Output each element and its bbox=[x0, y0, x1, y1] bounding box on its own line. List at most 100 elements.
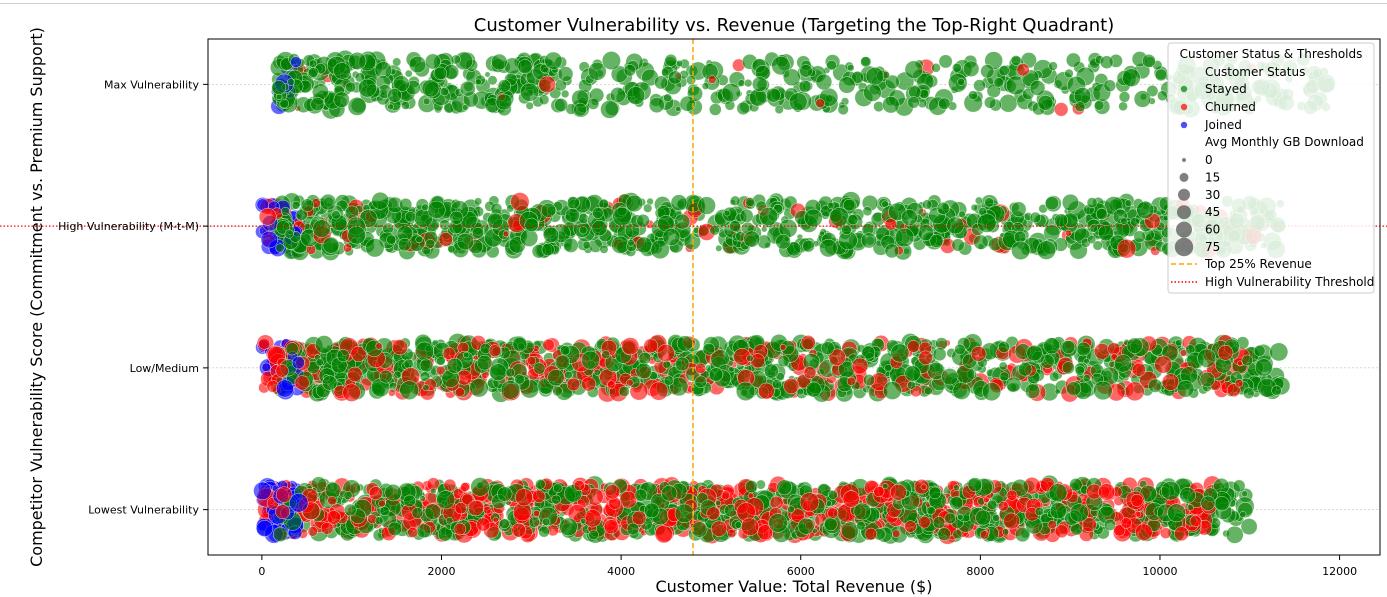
point-stayed bbox=[1240, 518, 1258, 535]
point-churned bbox=[708, 75, 717, 84]
point-churned bbox=[799, 492, 820, 512]
point-stayed bbox=[271, 80, 287, 95]
point-stayed bbox=[456, 233, 475, 251]
point-stayed bbox=[715, 500, 722, 506]
chart-title: Customer Vulnerability vs. Revenue (Targ… bbox=[474, 15, 1115, 36]
point-churned bbox=[1054, 102, 1069, 117]
point-churned bbox=[740, 517, 760, 536]
point-stayed bbox=[936, 201, 950, 215]
point-churned bbox=[443, 478, 457, 492]
point-stayed bbox=[998, 341, 1010, 353]
point-churned bbox=[1003, 512, 1020, 530]
point-stayed bbox=[469, 378, 489, 398]
point-stayed bbox=[336, 349, 350, 363]
point-stayed bbox=[1010, 55, 1022, 66]
point-churned bbox=[1132, 362, 1146, 377]
point-stayed bbox=[829, 207, 849, 227]
point-stayed bbox=[449, 210, 464, 225]
y-tick-label-3: Max Vulnerability bbox=[104, 78, 200, 91]
point-churned bbox=[920, 483, 928, 491]
point-churned bbox=[1054, 524, 1069, 539]
point-stayed bbox=[873, 101, 885, 113]
point-joined bbox=[290, 56, 302, 68]
point-stayed bbox=[599, 244, 609, 254]
point-stayed bbox=[409, 55, 427, 74]
point-churned bbox=[1016, 63, 1030, 77]
point-stayed bbox=[952, 63, 962, 73]
point-stayed bbox=[554, 354, 571, 370]
point-stayed bbox=[1093, 100, 1105, 111]
point-churned bbox=[803, 366, 817, 379]
point-stayed bbox=[1103, 518, 1116, 531]
point-stayed bbox=[847, 64, 855, 72]
point-churned bbox=[998, 501, 1009, 512]
point-stayed bbox=[1130, 217, 1140, 227]
point-stayed bbox=[421, 203, 429, 212]
point-stayed bbox=[560, 345, 571, 356]
point-stayed bbox=[1066, 52, 1081, 68]
point-stayed bbox=[560, 89, 570, 99]
point-churned bbox=[758, 382, 775, 400]
point-churned bbox=[1006, 489, 1018, 501]
point-churned bbox=[631, 510, 647, 526]
point-stayed bbox=[387, 521, 402, 537]
point-stayed bbox=[1061, 340, 1076, 354]
point-churned bbox=[907, 340, 920, 353]
point-stayed bbox=[643, 203, 653, 213]
point-churned bbox=[327, 496, 337, 506]
point-stayed bbox=[882, 96, 900, 114]
point-churned bbox=[800, 335, 816, 350]
point-churned bbox=[1093, 343, 1111, 360]
point-churned bbox=[1234, 379, 1244, 388]
point-stayed bbox=[347, 97, 367, 116]
point-stayed bbox=[865, 67, 884, 86]
point-stayed bbox=[520, 82, 539, 102]
point-stayed bbox=[447, 245, 456, 254]
point-churned bbox=[454, 502, 467, 515]
point-churned bbox=[1237, 360, 1243, 367]
point-stayed bbox=[1062, 361, 1075, 375]
point-stayed bbox=[1037, 95, 1054, 111]
point-stayed bbox=[497, 79, 511, 93]
point-stayed bbox=[1142, 54, 1156, 68]
point-churned bbox=[654, 525, 673, 544]
point-stayed bbox=[421, 79, 440, 98]
point-stayed bbox=[559, 517, 578, 536]
point-stayed bbox=[938, 54, 953, 69]
point-churned bbox=[483, 506, 492, 515]
point-stayed bbox=[924, 386, 933, 396]
y-axis-label: Competitor Vulnerability Score (Commitme… bbox=[27, 27, 46, 567]
point-churned bbox=[527, 356, 537, 366]
point-stayed bbox=[1154, 68, 1168, 82]
x-tick-label-1: 2000 bbox=[428, 565, 456, 578]
point-stayed bbox=[799, 64, 813, 78]
point-stayed bbox=[379, 369, 393, 384]
point-stayed bbox=[404, 211, 417, 223]
point-churned bbox=[275, 364, 289, 378]
point-stayed bbox=[856, 521, 866, 531]
point-stayed bbox=[312, 219, 331, 238]
point-stayed bbox=[387, 88, 402, 103]
point-stayed bbox=[1214, 496, 1230, 512]
point-churned bbox=[510, 192, 530, 212]
point-stayed bbox=[663, 375, 674, 386]
point-stayed bbox=[476, 355, 493, 371]
point-stayed bbox=[993, 77, 1004, 88]
point-stayed bbox=[752, 76, 768, 92]
point-stayed bbox=[901, 209, 918, 226]
point-stayed bbox=[403, 358, 414, 369]
point-stayed bbox=[1161, 481, 1181, 501]
point-stayed bbox=[894, 227, 915, 248]
point-churned bbox=[502, 230, 510, 238]
point-churned bbox=[343, 243, 353, 253]
point-stayed bbox=[579, 226, 588, 235]
point-stayed bbox=[883, 381, 902, 400]
point-churned bbox=[467, 500, 484, 517]
point-stayed bbox=[944, 512, 956, 525]
point-churned bbox=[1134, 510, 1142, 518]
top-border bbox=[0, 3, 1387, 4]
point-stayed bbox=[987, 499, 998, 510]
point-churned bbox=[1154, 355, 1173, 374]
point-stayed bbox=[1054, 388, 1061, 395]
point-stayed bbox=[787, 505, 795, 514]
